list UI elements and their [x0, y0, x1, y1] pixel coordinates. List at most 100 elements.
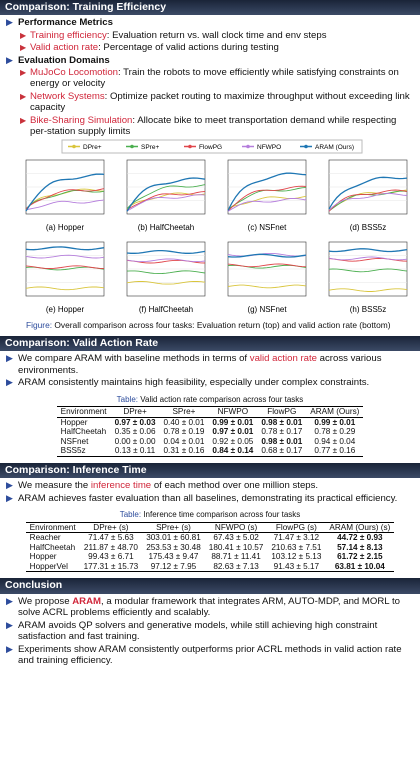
table-cell: 44.72 ± 0.93 [337, 533, 383, 543]
text-segment: Training efficiency [30, 29, 107, 41]
bullet: ▶ Bike-Sharing Simulation: Allocate bike … [20, 114, 416, 138]
table-cell: 0.78 ± 0.17 [261, 427, 303, 437]
text-segment: : Evaluation return vs. wall clock time … [106, 29, 327, 41]
bullet: ▶ MuJoCo Locomotion: Train the robots to … [20, 67, 416, 90]
plot-curve [227, 263, 307, 268]
table-cell: 0.98 ± 0.01 [261, 417, 303, 427]
text-segment: inference time [90, 480, 152, 492]
text-segment: across various environments. [18, 353, 382, 376]
legend-label: DPre+ [83, 144, 102, 151]
table-cell: 0.97 ± 0.03 [114, 417, 156, 427]
plot-curve [126, 250, 206, 255]
text-segment: : Optimize packet routing to maximize th… [30, 90, 410, 114]
text-segment: of each method over one million steps. [151, 480, 319, 492]
bullet: ▶ We compare ARAM with baseline methods i… [6, 353, 416, 376]
data-table: Environment DPre+ (s) SPre+ (s) NFWPO (s) Fl… [25, 521, 395, 573]
table-row: NSFnet 0.00 ± 0.00 0.04 ± 0.01 0.92 ± 0.05 0… [57, 437, 364, 447]
panel-caption: (e) Hopper [46, 305, 85, 314]
legend-label: SPre+ [141, 144, 159, 151]
section: ▶ We propose ARAM, a modular framework th… [0, 596, 420, 669]
panel-caption: (g) NSFnet [247, 305, 287, 314]
bullet: ▶ ARAM consistently maintains high feasib… [6, 377, 416, 389]
table-cell: Hopper [29, 552, 57, 562]
text-segment: , a modular framework that integrates AR… [18, 595, 400, 619]
table-cell: 0.35 ± 0.06 [114, 427, 156, 437]
table-cell: 0.31 ± 0.16 [159, 446, 209, 457]
plot-curve [227, 173, 307, 212]
table-cell: Reacher [29, 533, 61, 543]
plot-curve [126, 177, 206, 213]
text-segment: ARAM consistently maintains high feasibi… [18, 377, 370, 389]
table-caption: Table: Valid action rate comparison acro… [4, 394, 416, 405]
bullet: ▶ We propose ARAM, a modular framework th… [6, 595, 416, 619]
legend-marker [130, 145, 134, 149]
table-cell: 71.47 ± 3.12 [273, 533, 320, 543]
plot-curve [227, 186, 307, 212]
plot-curve [227, 254, 307, 259]
plot-curve [25, 188, 105, 210]
text-segment: Bike-Sharing Simulation [30, 114, 133, 126]
table-cell: 0.92 ± 0.05 [212, 436, 254, 446]
legend-marker [304, 145, 308, 149]
table-row: HopperVel 177.31 ± 15.73 97.12 ± 7.95 82.63… [25, 561, 395, 573]
text-segment: Valid action rate [30, 42, 99, 54]
column-header: SPre+ (s) [142, 521, 205, 534]
bullet: ▶ Valid action rate: Percentage of valid … [20, 42, 416, 54]
table-row: Hopper 0.97 ± 0.03 0.40 ± 0.01 0.99 ± 0.01 0… [57, 417, 364, 427]
plot-curve [328, 177, 408, 210]
legend-marker [246, 145, 250, 149]
bullet: ▶ Network Systems: Optimize packet routin… [20, 90, 416, 114]
caption-label: Table: [119, 510, 142, 520]
table-cell: 180.41 ± 10.57 [208, 542, 264, 552]
table-cell: 67.43 ± 5.02 [213, 533, 259, 543]
table-cell: HopperVel [25, 561, 80, 573]
table-cell: 303.01 ± 60.81 [146, 533, 201, 543]
column-header: ARAM (Ours) [306, 405, 364, 418]
plot-curve [126, 184, 206, 210]
column-header: ARAM (Ours) (s) [325, 521, 395, 534]
figure: DPre+ SPre+ FlowPG NFWPO ARAM (Ours) (a) Hopp… [25, 139, 408, 314]
column-header: FlowPG [257, 405, 307, 418]
plot-curve [328, 288, 408, 293]
poster: Comparison: Training Efficiency ▶ Performa… [0, 0, 420, 669]
legend-label: NFWPO [257, 144, 281, 151]
bullet-list: ▶ MuJoCo Locomotion: Train the robots to … [18, 67, 416, 137]
table-cell: 0.94 ± 0.04 [314, 436, 356, 446]
table-row: BSS5z 0.13 ± 0.11 0.31 ± 0.16 0.84 ± 0.14 0.… [56, 446, 364, 457]
plot-curve [126, 258, 206, 263]
table-cell: HalfCheetah [29, 542, 76, 552]
table-cell: Hopper [60, 417, 88, 427]
legend-box [61, 139, 363, 154]
panel-caption: (b) HalfCheetah [138, 223, 194, 232]
table-cell: 0.04 ± 0.01 [163, 436, 205, 446]
table-cell: 0.68 ± 0.17 [257, 446, 307, 457]
table-cell: NSFnet [60, 436, 89, 446]
bullet: ▶ ARAM avoids QP solvers and generative m… [6, 620, 416, 643]
table-cell: 88.71 ± 11.41 [211, 552, 261, 562]
bullet: ▶ Training efficiency: Evaluation return … [20, 29, 416, 41]
bullet-marker: ▶ [6, 17, 13, 28]
bullet: ▶ Experiments show ARAM consistently outp… [6, 644, 416, 667]
plot-curve [328, 248, 408, 253]
table-cell: 57.14 ± 8.13 [337, 542, 383, 552]
section-header: Comparison: Inference Time [0, 462, 420, 479]
bullet: ▶ ARAM achieves faster evaluation than al… [6, 492, 416, 504]
caption-text: Overall comparison across four tasks: Ev… [54, 319, 391, 330]
text-segment: : Percentage of valid actions during tes… [98, 42, 279, 54]
text-segment: : Train the robots to move efficiently w… [30, 67, 399, 90]
plot-curve [25, 190, 105, 210]
bullet-marker: ▶ [20, 43, 27, 53]
table-cell: 0.40 ± 0.01 [163, 417, 205, 427]
bullet-list: ▶ Training efficiency: Evaluation return … [18, 30, 416, 54]
plot-curve [126, 281, 206, 286]
text-segment: valid action rate [249, 353, 317, 365]
table-cell: 63.81 ± 10.04 [325, 561, 395, 573]
table-cell: 0.78 ± 0.29 [314, 427, 356, 437]
plot-curve [25, 287, 105, 291]
table-cell: 99.43 ± 6.71 [88, 552, 134, 562]
bullet-marker: ▶ [6, 377, 13, 388]
text-segment: ARAM achieves faster evaluation than all… [18, 492, 398, 504]
bullet-marker: ▶ [6, 480, 13, 491]
table-cell: HalfCheetah [60, 427, 107, 437]
text-segment: MuJoCo Locomotion [30, 67, 118, 79]
